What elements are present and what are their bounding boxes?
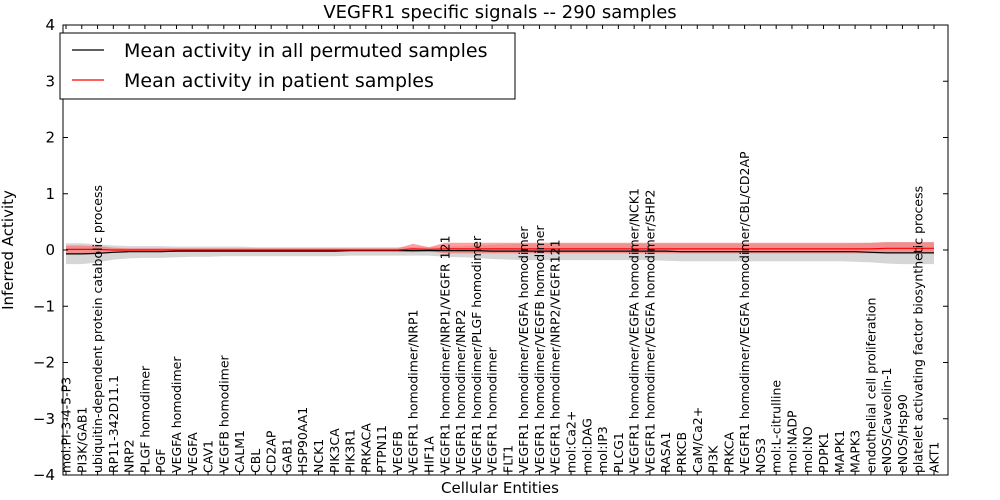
x-tick-label: PIK3CA [327,428,342,473]
x-tick-label: HSP90AA1 [295,407,310,473]
x-tick-label: platelet activating factor biosynthetic … [911,186,926,473]
x-tick-label: mol:DAG [579,418,594,473]
legend-box [59,32,516,100]
x-tick-label: PTPN11 [374,425,389,473]
x-axis: mol:PI-3-4-5-P3 PI3K/GAB1 ubiquitin-depend… [59,25,942,475]
x-tick-label: VEGFR1 homodimer/VEGFA homodimer/SHP2 [642,189,657,473]
x-tick-label: mol:NO [800,426,815,473]
x-tick-label: NCK1 [311,439,326,473]
y-tick-label: 1 [45,185,55,203]
y-tick-label: −4 [33,466,55,484]
x-tick-label: mol:IP3 [595,426,610,473]
y-tick-label: −3 [33,410,55,428]
x-tick-label: VEGFR1 homodimer/NRP2 [453,310,468,473]
x-tick-label: CD2AP [264,430,279,473]
y-axis-label: Inferred Activity [0,190,17,310]
y-axis: −4 −3 −2 −1 0 1 2 3 4 [33,16,948,484]
x-tick-label: AKT1 [927,442,942,473]
x-tick-label: PLGF homodimer [137,365,152,473]
x-tick-label: MAPK1 [832,430,847,473]
series-line-permuted [66,250,934,255]
x-tick-label: NOS3 [753,438,768,473]
x-tick-label: HIF1A [422,436,437,473]
x-tick-label: VEGFR1 homodimer/NRP1 [406,310,421,473]
chart-title: VEGFR1 specific signals -- 290 samples [323,2,676,23]
x-tick-label: CALM1 [232,430,247,473]
confidence-bands [66,242,934,265]
x-tick-label: VEGFA [185,432,200,473]
y-tick-label: −2 [33,354,55,372]
x-tick-label: VEGFR1 homodimer/VEGFA homodimer/NCK1 [627,188,642,473]
x-tick-label: PI3K/GAB1 [74,407,89,473]
x-tick-label: RASA1 [658,432,673,473]
x-tick-label: ubiquitin-dependent protein catabolic pr… [90,185,105,473]
y-tick-label: 0 [45,241,55,259]
x-tick-label: VEGFR1 homodimer/PLGF homodimer [469,235,484,473]
x-tick-label: mol:PI-3-4-5-P3 [59,377,74,473]
legend: Mean activity in all permuted samples Me… [59,32,516,100]
x-tick-label: VEGFR1 homodimer/VEGFA homodimer [516,226,531,473]
x-tick-label: FLT1 [500,445,515,473]
x-axis-label: Cellular Entities [441,479,559,497]
x-tick-label: VEGFR1 homodimer [485,346,500,473]
x-tick-label: PGF [153,449,168,473]
x-tick-label: MAPK3 [848,430,863,473]
x-tick-label: GAB1 [279,438,294,473]
x-tick-label: mol:NADP [785,410,800,473]
x-tick-label: PDPK1 [816,432,831,473]
x-tick-label: VEGFR1 homodimer/VEGFA homodimer/CBL/CD2… [737,151,752,473]
x-tick-label: VEGFR1 homodimer/VEGFB homodimer [532,225,547,473]
x-tick-label: CBL [248,449,263,473]
y-tick-label: −1 [33,297,55,315]
x-tick-label: CaM/Ca2+ [690,407,705,473]
x-tick-label: VEGFB homodimer [216,354,231,473]
x-tick-label: eNOS/Hsp90 [895,394,910,473]
y-tick-label: 3 [45,72,55,90]
series-line-patient [66,247,934,251]
legend-label-patient: Mean activity in patient samples [124,70,434,92]
series-lines [66,247,934,255]
x-tick-label: VEGFB [390,431,405,473]
x-tick-label: PIK3R1 [343,429,358,473]
x-tick-label: RP11-342D11.1 [106,375,121,473]
x-tick-label: PI3K [706,445,721,473]
x-tick-label: eNOS/Caveolin-1 [879,368,894,473]
x-tick-label: VEGFR1 homodimer/NRP1/VEGFR 121 [437,235,452,473]
x-tick-label: NRP2 [122,439,137,473]
x-tick-label: VEGFR1 homodimer/NRP2/VEGFR121 [548,239,563,473]
x-tick-label: CAV1 [201,440,216,473]
x-tick-label: PRKCA [721,432,736,473]
x-tick-label: PRKCB [674,432,689,473]
x-tick-label: PRKACA [358,423,373,473]
x-tick-label: mol:Ca2+ [564,411,579,473]
x-tick-label: PLCG1 [611,432,626,473]
x-tick-label: VEGFA homodimer [169,356,184,473]
legend-label-permuted: Mean activity in all permuted samples [124,40,487,62]
y-tick-label: 2 [45,129,55,147]
x-tick-label: mol:L-citrulline [769,380,784,473]
y-tick-label: 4 [45,16,55,34]
x-tick-label: endothelial cell proliferation [863,298,878,473]
